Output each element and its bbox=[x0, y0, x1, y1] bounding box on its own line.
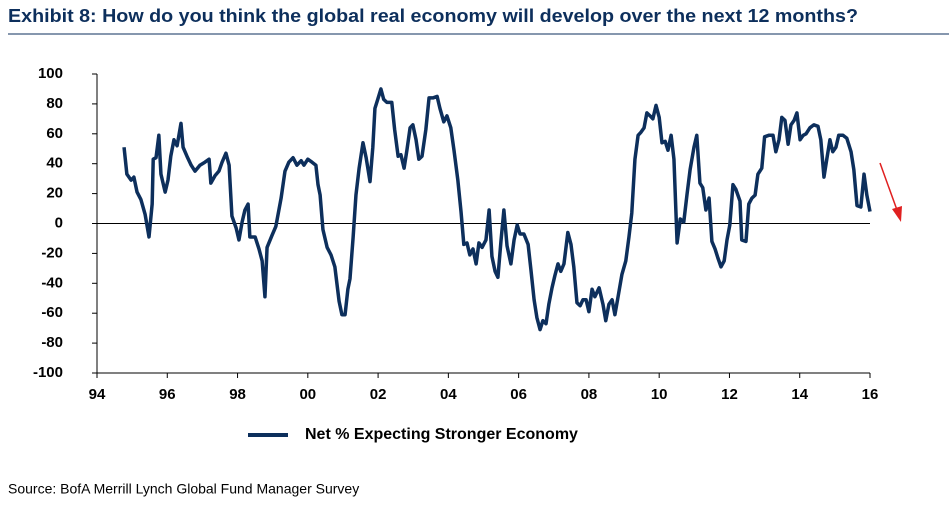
y-tick-label: -100 bbox=[33, 364, 63, 381]
legend-label: Net % Expecting Stronger Economy bbox=[305, 426, 578, 443]
x-tick-label: 16 bbox=[862, 386, 879, 403]
x-tick-label: 98 bbox=[229, 386, 246, 403]
y-tick-label: 0 bbox=[55, 214, 63, 231]
data-line bbox=[122, 87, 872, 332]
x-tick-label: 94 bbox=[89, 386, 106, 403]
y-tick-label: 40 bbox=[46, 155, 63, 172]
annotation-arrowhead bbox=[892, 206, 902, 222]
y-tick-label: 20 bbox=[46, 185, 63, 202]
y-tick-label: 60 bbox=[46, 125, 63, 142]
x-tick-label: 10 bbox=[651, 386, 668, 403]
x-tick-label: 08 bbox=[581, 386, 598, 403]
y-tick-label: -80 bbox=[41, 334, 63, 351]
x-tick-label: 06 bbox=[510, 386, 527, 403]
x-tick-label: 04 bbox=[440, 386, 457, 403]
x-tick-label: 14 bbox=[791, 386, 808, 403]
y-tick-label: -60 bbox=[41, 304, 63, 321]
y-tick-label: -20 bbox=[41, 244, 63, 261]
chart-title: Exhibit 8: How do you think the global r… bbox=[8, 6, 858, 26]
annotation-arrow bbox=[879, 162, 898, 211]
y-tick-label: -40 bbox=[41, 274, 63, 291]
x-tick-label: 12 bbox=[721, 386, 738, 403]
x-tick-label: 02 bbox=[370, 386, 387, 403]
source-note: Source: BofA Merrill Lynch Global Fund M… bbox=[8, 481, 359, 497]
y-tick-label: 80 bbox=[46, 95, 63, 112]
x-tick-label: 96 bbox=[159, 386, 176, 403]
y-tick-label: 100 bbox=[38, 65, 63, 82]
x-tick-label: 00 bbox=[299, 386, 316, 403]
